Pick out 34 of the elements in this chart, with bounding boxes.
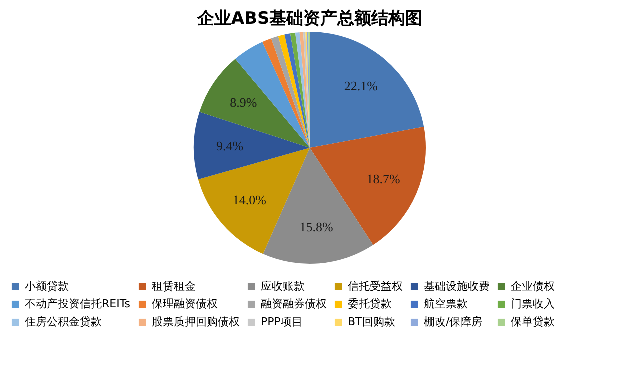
chart-title: 企业ABS基础资产总额结构图 (196, 9, 423, 29)
legend-label: 股票质押回购债权 (152, 316, 240, 328)
data-label: 8.9% (230, 95, 258, 110)
legend-label: 门票收入 (511, 298, 555, 310)
pie-slice (290, 32, 310, 148)
pie-slice (262, 38, 310, 148)
pie-slice (194, 112, 310, 180)
legend-label: 信托受益权 (348, 280, 403, 293)
legend-label: 企业债权 (511, 280, 555, 293)
pie-slice (300, 32, 310, 148)
legend-label: 租赁租金 (152, 280, 196, 293)
pie-slice (310, 32, 424, 148)
legend-label: 保理融资债权 (152, 298, 218, 310)
legend-label: 基础设施收费 (424, 280, 490, 293)
legend-label: 住房公积金贷款 (25, 316, 102, 328)
data-label: 9.4% (216, 138, 244, 154)
legend-label: 应收账款 (261, 280, 305, 293)
pie-slice (271, 36, 310, 148)
legend-label: 保单贷款 (511, 316, 555, 328)
pie-slice (278, 34, 310, 148)
legend-label: 融资融券债权 (261, 298, 327, 310)
pie-slice (295, 32, 310, 148)
data-label: 18.7% (366, 172, 400, 187)
data-label: 22.1% (344, 78, 378, 94)
legend-label: 棚改/保障房 (424, 316, 483, 328)
legend-label: 委托贷款 (348, 298, 392, 310)
data-label: 14.0% (232, 192, 267, 208)
legend-label: 不动产投资信托REITs (25, 298, 131, 310)
legend-label: 航空票款 (424, 298, 468, 310)
legend-label: BT回购款 (348, 316, 396, 328)
legend-label: 小额贷款 (25, 280, 69, 293)
pie-slice (284, 34, 310, 148)
data-label: 15.8% (300, 220, 334, 235)
legend-label: PPP项目 (261, 316, 303, 328)
